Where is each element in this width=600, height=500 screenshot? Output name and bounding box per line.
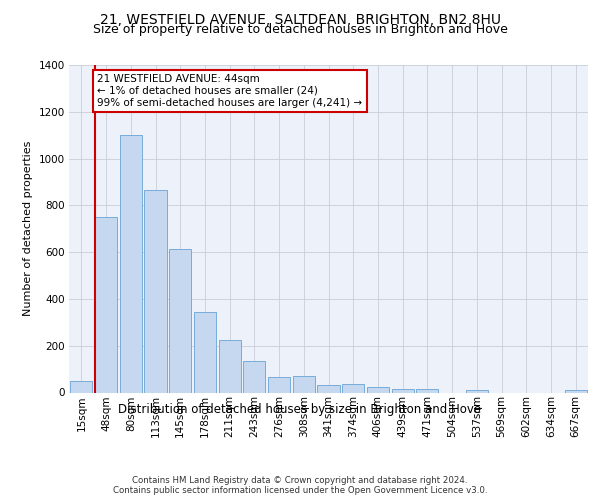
Bar bbox=[565, 390, 587, 392]
Bar bbox=[268, 378, 290, 392]
Text: 21 WESTFIELD AVENUE: 44sqm
← 1% of detached houses are smaller (24)
99% of semi-: 21 WESTFIELD AVENUE: 44sqm ← 1% of detac… bbox=[97, 74, 362, 108]
Bar bbox=[367, 388, 389, 392]
Bar bbox=[119, 135, 142, 392]
Bar bbox=[218, 340, 241, 392]
Bar bbox=[95, 217, 117, 392]
Bar bbox=[169, 248, 191, 392]
Bar bbox=[145, 190, 167, 392]
Text: Size of property relative to detached houses in Brighton and Hove: Size of property relative to detached ho… bbox=[92, 24, 508, 36]
Bar bbox=[243, 361, 265, 392]
Text: Distribution of detached houses by size in Brighton and Hove: Distribution of detached houses by size … bbox=[118, 402, 482, 415]
Bar bbox=[70, 381, 92, 392]
Bar bbox=[317, 386, 340, 392]
Bar bbox=[342, 384, 364, 392]
Text: Contains public sector information licensed under the Open Government Licence v3: Contains public sector information licen… bbox=[113, 486, 487, 495]
Bar bbox=[416, 389, 439, 392]
Bar bbox=[392, 389, 414, 392]
Text: Contains HM Land Registry data © Crown copyright and database right 2024.: Contains HM Land Registry data © Crown c… bbox=[132, 476, 468, 485]
Text: 21, WESTFIELD AVENUE, SALTDEAN, BRIGHTON, BN2 8HU: 21, WESTFIELD AVENUE, SALTDEAN, BRIGHTON… bbox=[100, 12, 500, 26]
Bar bbox=[466, 390, 488, 392]
Bar bbox=[293, 376, 315, 392]
Bar bbox=[194, 312, 216, 392]
Y-axis label: Number of detached properties: Number of detached properties bbox=[23, 141, 33, 316]
